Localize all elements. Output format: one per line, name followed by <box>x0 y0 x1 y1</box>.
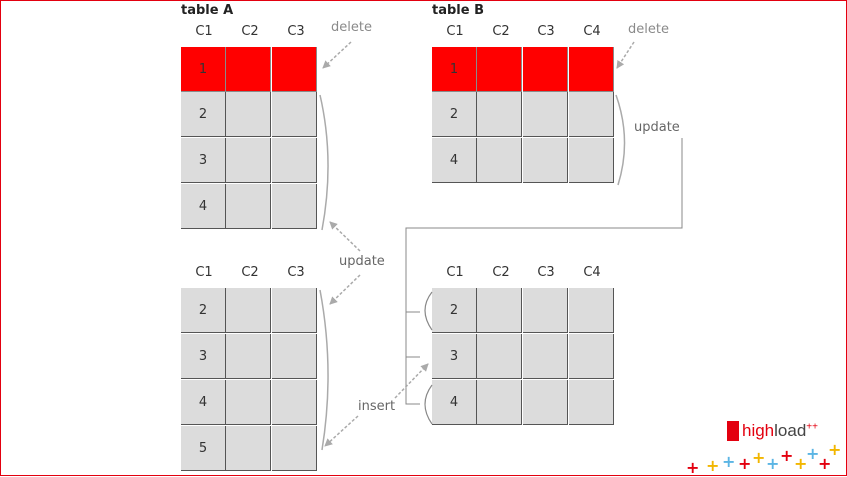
result-b-row-1-c4 <box>569 288 614 333</box>
table-a-title: table A <box>181 3 234 18</box>
table-a-row-1-c1: 1 <box>181 47 226 92</box>
logo-text-load: load <box>774 421 807 440</box>
plus-icon: + <box>806 444 820 463</box>
result-b-row-3-c2 <box>477 380 522 425</box>
plus-icon: + <box>686 458 700 477</box>
result-b-row-2-c3 <box>523 334 568 379</box>
delete-arrow-a <box>322 41 352 69</box>
result-a-row-4-c2 <box>226 426 271 471</box>
table-a-row-3-c2 <box>226 138 271 183</box>
table-b-header-c4: C4 <box>583 24 601 39</box>
table-a-row-4-c2 <box>226 184 271 229</box>
table-b-row-1-c1: 1 <box>432 47 477 92</box>
logo-plus-sup: ++ <box>806 421 818 433</box>
table-a-row-1-c3 <box>272 47 317 92</box>
result-a-row-4-c1: 5 <box>181 426 226 471</box>
update-arrow-down <box>329 274 361 305</box>
table-b-row-2-c3 <box>523 92 568 137</box>
plus-icon: + <box>722 452 736 471</box>
plus-icon: + <box>828 440 842 459</box>
table-b-row-2-c4 <box>569 92 614 137</box>
table-a-row-4-c3 <box>272 184 317 229</box>
result-b-header-c3: C3 <box>537 265 555 280</box>
table-b-header-c1: C1 <box>446 24 464 39</box>
table-b-row-3-c3 <box>523 138 568 183</box>
result-a-row-3-c1: 4 <box>181 380 226 425</box>
table-a-row-1-c2 <box>226 47 271 92</box>
update-label-b: update <box>634 120 680 135</box>
table-a-row-4-c1: 4 <box>181 184 226 229</box>
highload-logo: highload++ <box>727 421 818 441</box>
table-a-header-c2: C2 <box>241 24 259 39</box>
result-b-row-2-c2 <box>477 334 522 379</box>
delete-label-b: delete <box>628 22 669 37</box>
result-a-row-2-c3 <box>272 334 317 379</box>
table-b-row-3-c2 <box>477 138 522 183</box>
result-b-row-1-c3 <box>523 288 568 333</box>
result-b-row-3-c1: 4 <box>432 380 477 425</box>
plus-icon: + <box>706 456 720 475</box>
result-b-header-c4: C4 <box>583 265 601 280</box>
table-a-row-3-c1: 3 <box>181 138 226 183</box>
result-a-row-2-c2 <box>226 334 271 379</box>
update-brace-a <box>319 94 329 231</box>
result-a-row-2-c1: 3 <box>181 334 226 379</box>
table-b-row-3-c4 <box>569 138 614 183</box>
plus-icon: + <box>780 446 794 465</box>
update-label-a: update <box>339 254 385 269</box>
result-a-row-3-c3 <box>272 380 317 425</box>
table-b-row-1-c3 <box>523 47 568 92</box>
update-arrow-up <box>329 221 361 252</box>
result-b-row-3-c4 <box>569 380 614 425</box>
insert-arrow-up <box>394 363 429 399</box>
table-b-row-2-c2 <box>477 92 522 137</box>
table-a-header-c3: C3 <box>287 24 305 39</box>
table-b-header-c3: C3 <box>537 24 555 39</box>
insert-arrow-down <box>324 415 359 447</box>
table-a-row-2-c2 <box>226 92 271 137</box>
plus-icon: + <box>738 454 752 473</box>
result-b-row-2-c1: 3 <box>432 334 477 379</box>
result-b-header-c2: C2 <box>492 265 510 280</box>
plus-icon: + <box>766 454 780 473</box>
insert-label: insert <box>358 399 396 414</box>
delete-arrow-b <box>616 41 635 69</box>
highload-logo-mark <box>727 421 739 441</box>
update-connector <box>405 138 683 405</box>
plus-icon: + <box>794 454 808 473</box>
table-a-row-3-c3 <box>272 138 317 183</box>
result-a-header-c3: C3 <box>287 265 305 280</box>
delete-label-a: delete <box>331 20 372 35</box>
result-a-row-3-c2 <box>226 380 271 425</box>
table-a-row-2-c1: 2 <box>181 92 226 137</box>
result-a-row-4-c3 <box>272 426 317 471</box>
result-b-row-1-c1: 2 <box>432 288 477 333</box>
result-a-row-1-c1: 2 <box>181 288 226 333</box>
result-b-header-c1: C1 <box>446 265 464 280</box>
result-b-row-2-c4 <box>569 334 614 379</box>
table-a-row-2-c3 <box>272 92 317 137</box>
result-b-row-3-c3 <box>523 380 568 425</box>
plus-icon: + <box>818 454 832 473</box>
result-a-header-c2: C2 <box>241 265 259 280</box>
table-b-row-1-c2 <box>477 47 522 92</box>
result-a-header-c1: C1 <box>195 265 213 280</box>
result-a-brace <box>319 289 329 451</box>
table-b-row-3-c1: 4 <box>432 138 477 183</box>
result-a-row-1-c3 <box>272 288 317 333</box>
table-a-header-c1: C1 <box>195 24 213 39</box>
table-b-header-c2: C2 <box>492 24 510 39</box>
update-brace-b <box>615 94 626 186</box>
logo-text-high: high <box>742 421 775 440</box>
table-b-row-2-c1: 2 <box>432 92 477 137</box>
table-b-row-1-c4 <box>569 47 614 92</box>
plus-icon: + <box>752 448 766 467</box>
result-b-row-1-c2 <box>477 288 522 333</box>
table-b-title: table B <box>432 3 484 18</box>
result-a-row-1-c2 <box>226 288 271 333</box>
